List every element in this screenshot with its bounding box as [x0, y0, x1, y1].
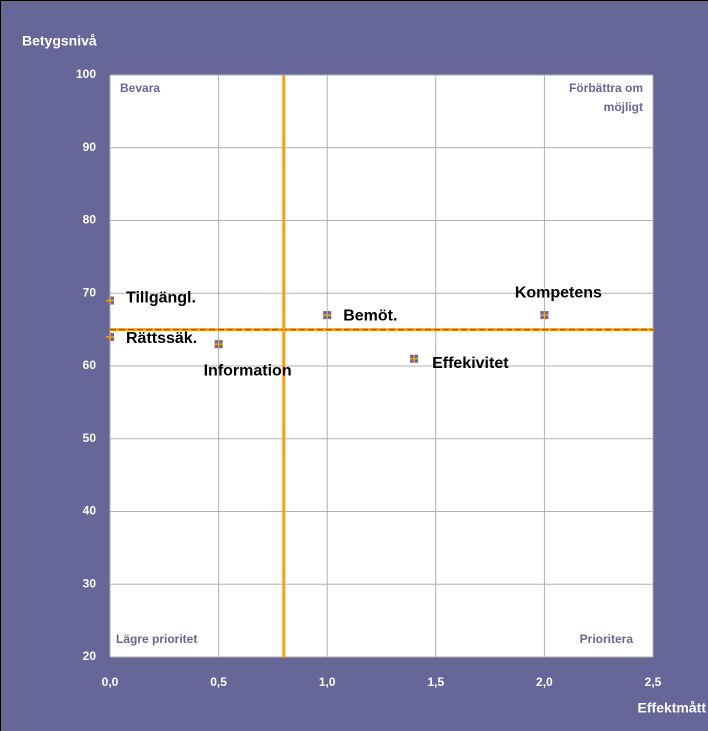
point-label: Effekivitet	[432, 355, 509, 372]
quadrant-label: Förbättra om	[569, 81, 643, 95]
x-tick-label: 0,5	[210, 675, 227, 689]
x-axis-title: Effektmått	[638, 700, 707, 716]
y-tick-label: 30	[83, 576, 97, 590]
point	[214, 340, 223, 349]
point	[106, 332, 114, 341]
marker-cross	[106, 296, 114, 305]
x-tick-label: 2,5	[645, 675, 662, 689]
quadrant-label: Bevara	[120, 81, 160, 95]
marker-cross	[410, 354, 419, 363]
point	[323, 311, 332, 320]
y-tick-label: 50	[83, 431, 97, 445]
marker-cross	[214, 340, 223, 349]
x-tick-label: 0,0	[102, 675, 119, 689]
marker-cross	[106, 332, 114, 341]
y-tick-label: 70	[83, 285, 97, 299]
x-tick-label: 1,0	[319, 675, 336, 689]
y-tick-label: 80	[83, 213, 97, 227]
x-tick-label: 1,5	[427, 675, 444, 689]
quadrant-label: Prioritera	[580, 632, 634, 646]
quadrant-label: Lägre prioritet	[116, 632, 197, 646]
y-tick-label: 20	[83, 649, 97, 663]
y-tick-label: 90	[83, 140, 97, 154]
point	[410, 354, 419, 363]
marker-cross	[540, 311, 549, 320]
y-axis-title: Betygsnivå	[22, 33, 97, 49]
y-tick-label: 40	[83, 504, 97, 518]
point-label: Rättssäk.	[126, 330, 197, 347]
marker-cross	[323, 311, 332, 320]
point-label: Information	[204, 362, 292, 379]
point-label: Bemöt.	[343, 307, 397, 324]
point-label: Kompetens	[515, 284, 602, 301]
point	[106, 296, 114, 305]
y-tick-label: 60	[83, 358, 97, 372]
point-label: Tillgängl.	[126, 290, 196, 307]
quadrant-label: möjligt	[604, 100, 643, 114]
y-tick-label: 100	[76, 67, 96, 81]
x-tick-label: 2,0	[536, 675, 553, 689]
point	[540, 311, 549, 320]
